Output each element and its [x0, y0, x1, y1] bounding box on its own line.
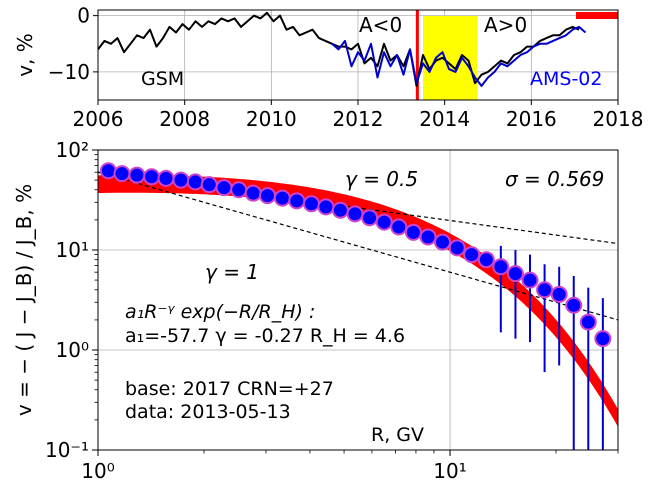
top-x-ticks: 2006 2008 2010 2012 2014 2016 2018 — [73, 100, 644, 131]
data-point — [346, 205, 364, 223]
top-x-tick-label: 2016 — [506, 107, 557, 131]
data-point — [302, 195, 320, 213]
annotation-gamma-one: γ = 1 — [205, 260, 259, 284]
bottom-y-tick-label: 10⁻¹ — [45, 438, 89, 462]
annotation-sigma: σ = 0.569 — [505, 167, 604, 191]
data-point — [143, 168, 161, 186]
top-series — [97, 11, 587, 87]
data-point — [550, 285, 568, 303]
top-y-tick-label: 0 — [77, 4, 90, 28]
data-point — [273, 189, 291, 207]
data-point — [288, 192, 306, 210]
annotation-formula: a₁R⁻ᵞ exp(−R/R_H) : — [125, 301, 315, 323]
annotation-gamma-half: γ = 0.5 — [345, 167, 418, 191]
data-point — [448, 239, 466, 257]
data-point — [434, 233, 452, 251]
data-point — [244, 184, 262, 202]
bottom-x-ticks: 10⁰ 10¹ — [81, 450, 619, 483]
top-y-ticks: 0 −10 — [48, 4, 98, 84]
top-x-tick-label: 2014 — [419, 107, 470, 131]
top-x-tick-label: 2018 — [593, 107, 644, 131]
bottom-y-tick-label: 10² — [56, 138, 89, 162]
top-y-axis-label: v, % — [13, 33, 37, 77]
data-point — [172, 171, 190, 189]
data-points — [99, 162, 612, 348]
data-point — [99, 162, 117, 180]
data-point — [579, 313, 597, 331]
annotation-a-positive: A>0 — [484, 13, 527, 37]
data-point — [361, 209, 379, 227]
data-point — [317, 198, 335, 216]
data-point — [157, 169, 175, 187]
top-series-line-ams-02 — [331, 25, 587, 87]
data-point — [113, 165, 131, 183]
data-point — [375, 213, 393, 231]
data-point — [506, 265, 524, 283]
bottom-y-axis-label: v = − ( J − J_B) / J_B, % — [12, 184, 36, 416]
bottom-plot-frame — [97, 149, 619, 451]
reference-line-gamma-1 — [97, 171, 619, 321]
top-x-tick-label: 2010 — [246, 107, 297, 131]
yellow-band — [423, 16, 478, 100]
annotation-data-date: data: 2013-05-13 — [125, 401, 291, 423]
data-point — [419, 228, 437, 246]
data-point — [521, 271, 539, 289]
data-point — [463, 246, 481, 264]
data-point — [215, 179, 233, 197]
bottom-x-tick-label: 10⁰ — [81, 459, 114, 483]
data-point — [200, 176, 218, 194]
data-point — [186, 173, 204, 191]
legend-red-bar — [576, 12, 618, 19]
bottom-grid — [98, 150, 618, 450]
data-point — [477, 251, 495, 269]
top-panel: 2006 2008 2010 2012 2014 2016 2018 0 −10 v, % A… — [13, 4, 643, 131]
data-point — [536, 281, 554, 299]
bottom-y-tick-label: 10¹ — [56, 238, 89, 262]
data-point — [128, 166, 146, 184]
top-x-tick-label: 2006 — [73, 107, 124, 131]
annotation-params: a₁=-57.7 γ = -0.27 R_H = 4.6 — [125, 325, 405, 347]
annotation-base: base: 2017 CRN=+27 — [125, 378, 334, 400]
data-point — [565, 296, 583, 314]
top-x-tick-label: 2008 — [159, 107, 210, 131]
top-y-tick-label: −10 — [48, 60, 90, 84]
reference-lines — [97, 171, 619, 321]
top-x-tick-label: 2012 — [333, 107, 384, 131]
data-point — [492, 258, 510, 276]
data-point — [331, 201, 349, 219]
data-point — [230, 181, 248, 199]
bottom-y-tick-label: 10⁰ — [56, 338, 89, 362]
bottom-y-ticks: 10⁻¹ 10⁰ 10¹ 10² — [45, 138, 98, 462]
top-series-line-gsm — [97, 11, 580, 87]
data-point — [390, 218, 408, 236]
data-point — [594, 330, 612, 348]
bottom-x-tick-label: 10¹ — [433, 459, 466, 483]
data-point — [404, 223, 422, 241]
annotation-ams02: AMS-02 — [530, 68, 602, 90]
annotation-gsm: GSM — [141, 68, 184, 90]
data-point — [258, 187, 276, 205]
annotation-a-negative: A<0 — [359, 13, 402, 37]
bottom-x-axis-label: R, GV — [371, 424, 424, 446]
